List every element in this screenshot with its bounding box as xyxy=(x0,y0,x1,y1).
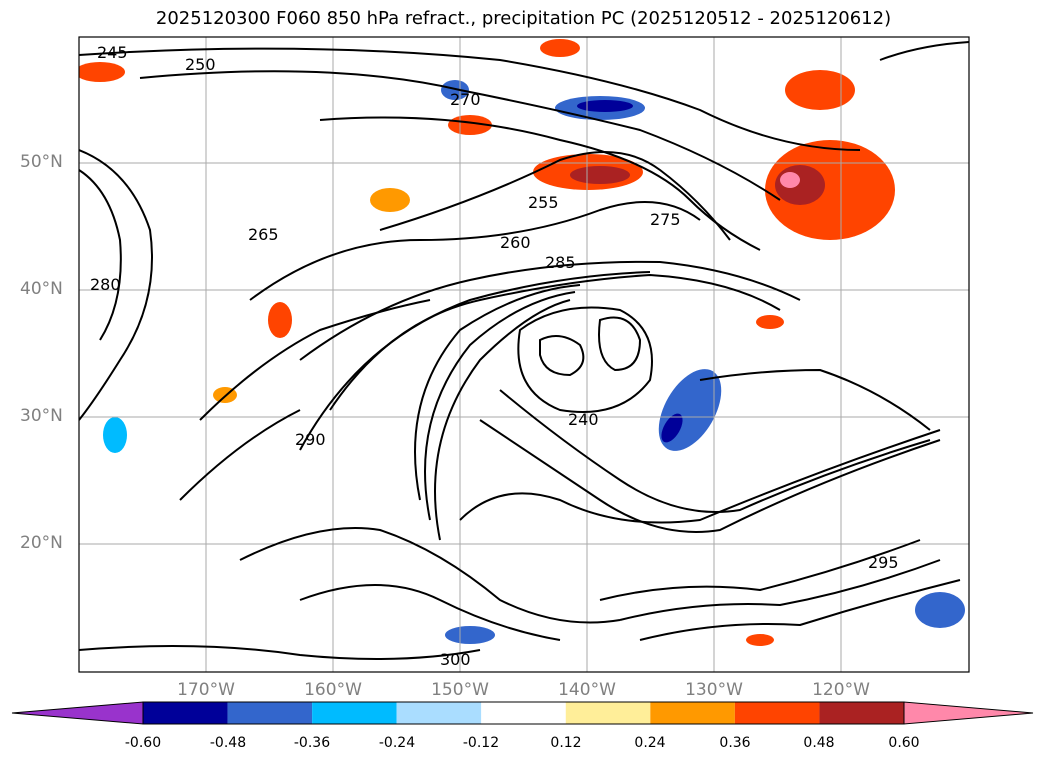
colorbar xyxy=(11,701,1034,725)
precip-patch xyxy=(915,592,965,628)
contour-label: 240 xyxy=(568,410,599,429)
contour-label: 290 xyxy=(295,430,326,449)
precip-patch xyxy=(746,634,774,646)
contour-label: 275 xyxy=(650,210,681,229)
colorbar-tick: -0.36 xyxy=(293,735,331,751)
precip-patch xyxy=(756,315,784,329)
precip-patch xyxy=(448,115,492,135)
precip-patch xyxy=(577,100,633,112)
colorbar-tick: 0.36 xyxy=(719,735,751,751)
precip-patch xyxy=(441,80,469,100)
colorbar-left-arrow xyxy=(11,701,144,725)
lon-label: 120°W xyxy=(812,680,870,700)
lon-label: 160°W xyxy=(304,680,362,700)
precip-patch xyxy=(79,62,125,82)
lon-label: 130°W xyxy=(685,680,743,700)
colorbar-tick: -0.48 xyxy=(209,735,247,751)
colorbar-tick: 0.24 xyxy=(634,735,666,751)
lat-label: 50°N xyxy=(20,152,63,172)
colorbar-tick: -0.24 xyxy=(378,735,416,751)
lon-label: 150°W xyxy=(431,680,489,700)
precip-patch xyxy=(765,140,895,240)
precip-patch xyxy=(661,413,683,443)
colorbar-tick: -0.60 xyxy=(124,735,162,751)
precip-patch xyxy=(540,39,580,57)
contour-label: 280 xyxy=(90,275,121,294)
colorbar-cell xyxy=(565,702,651,724)
colorbar-cell xyxy=(650,702,735,724)
colorbar-cell xyxy=(396,702,482,724)
colorbar-cell xyxy=(819,702,904,724)
colorbar-cell xyxy=(481,702,566,724)
precip-patch xyxy=(445,626,495,644)
contour-label: 270 xyxy=(450,90,481,109)
colorbar-tick: 0.12 xyxy=(550,735,582,751)
precip-patch xyxy=(370,188,410,212)
contour-label: 295 xyxy=(868,553,899,572)
contour-label: 245 xyxy=(97,43,128,62)
contour-label: 260 xyxy=(500,233,531,252)
lon-label: 170°W xyxy=(177,680,235,700)
colorbar-tick: 0.48 xyxy=(803,735,835,751)
precip-patch xyxy=(103,417,127,453)
colorbar-right-arrow xyxy=(903,701,1034,725)
contour-label: 250 xyxy=(185,55,216,74)
contour-label: 285 xyxy=(545,253,576,272)
lat-label: 20°N xyxy=(20,533,63,553)
contour-lines xyxy=(79,41,969,660)
colorbar-cell xyxy=(734,702,820,724)
contour-label: 265 xyxy=(248,225,279,244)
lon-label: 140°W xyxy=(558,680,616,700)
map-title: 2025120300 F060 850 hPa refract., precip… xyxy=(155,8,892,29)
colorbar-cell xyxy=(143,702,228,724)
precip-patch xyxy=(268,302,292,338)
colorbar-cell xyxy=(312,702,397,724)
colorbar-tick: -0.12 xyxy=(462,735,500,751)
contour-labels: 245 250 255 260 265 270 275 280 285 290 … xyxy=(90,43,899,669)
precip-patch xyxy=(570,166,630,184)
precip-patch xyxy=(780,172,800,188)
precip-patches xyxy=(79,39,965,646)
precip-patch xyxy=(785,70,855,110)
contour-label: 255 xyxy=(528,193,559,212)
colorbar-tick: 0.60 xyxy=(888,735,920,751)
contour-label: 300 xyxy=(440,650,471,669)
lat-label: 30°N xyxy=(20,406,63,426)
map-frame xyxy=(78,36,970,673)
colorbar-cell xyxy=(227,702,313,724)
lat-label: 40°N xyxy=(20,279,63,299)
